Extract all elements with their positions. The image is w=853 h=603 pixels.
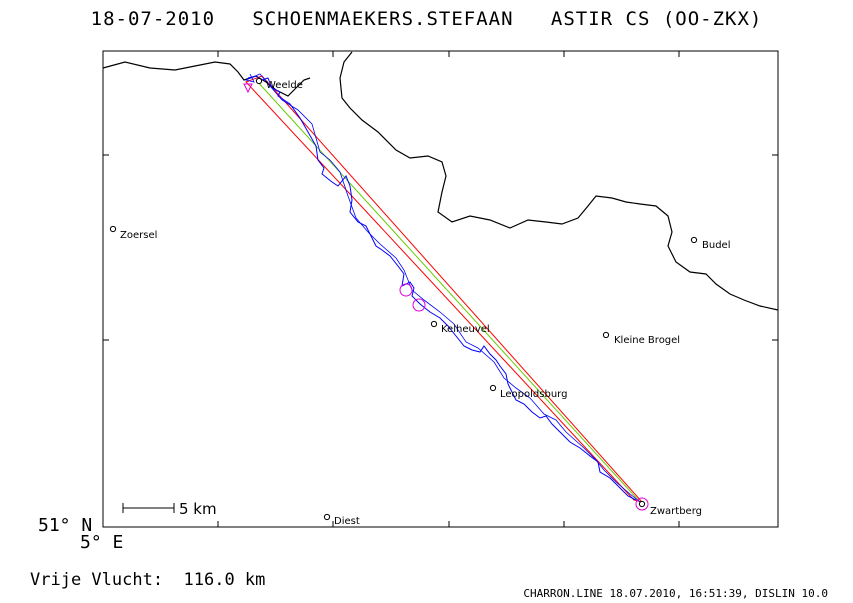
town-label: Kleine Brogel [614,335,680,346]
town-label: Budel [702,240,730,251]
town-leopoldsburg: Leopoldsburg [489,384,567,400]
glider-name: ASTIR CS (OO-ZKX) [550,8,763,30]
country-border [102,61,311,97]
distance-label: Vrije Vlucht: 116.0 km [30,570,266,590]
town-label: Kelheuvel [441,324,490,335]
turnpoint-marker [399,283,413,297]
axis-ticks [103,51,778,528]
town-kleine-brogel: Kleine Brogel [602,331,680,346]
town-budel: Budel [690,236,730,251]
scale-bar: 5 km [122,500,217,518]
task-line [245,75,644,503]
longitude-label: 5° E [80,532,124,553]
town-zwartberg: Zwartberg [638,500,702,517]
flight-date: 18-07-2010 [90,8,216,30]
town-label: Zoersel [120,230,157,241]
town-diest: Diest [323,513,360,527]
flight-track [244,73,641,503]
town-label: Leopoldsburg [500,389,567,400]
map-frame [102,50,779,528]
town-zoersel: Zoersel [109,225,157,241]
town-label: Weelde [266,80,303,91]
turnpoint-marker [412,298,426,312]
finish-marker [635,497,649,511]
footer-info: CHARRON.LINE 18.07.2010, 16:51:39, DISLI… [523,587,828,600]
latitude-label: 51° N [38,515,93,536]
map-title: 18-07-2010 SCHOENMAEKERS.STEFAAN ASTIR C… [0,8,853,30]
town-label: Diest [334,516,360,527]
straight-line [255,79,641,503]
town-kelheuvel: Kelheuvel [430,320,490,335]
country-border [339,51,779,311]
start-marker [243,83,253,94]
pilot-name: SCHOENMAEKERS.STEFAAN [252,8,514,30]
town-weelde: Weelde [255,77,303,91]
scale-label: 5 km [179,500,217,518]
town-label: Zwartberg [650,506,702,517]
flight-track [247,75,637,501]
